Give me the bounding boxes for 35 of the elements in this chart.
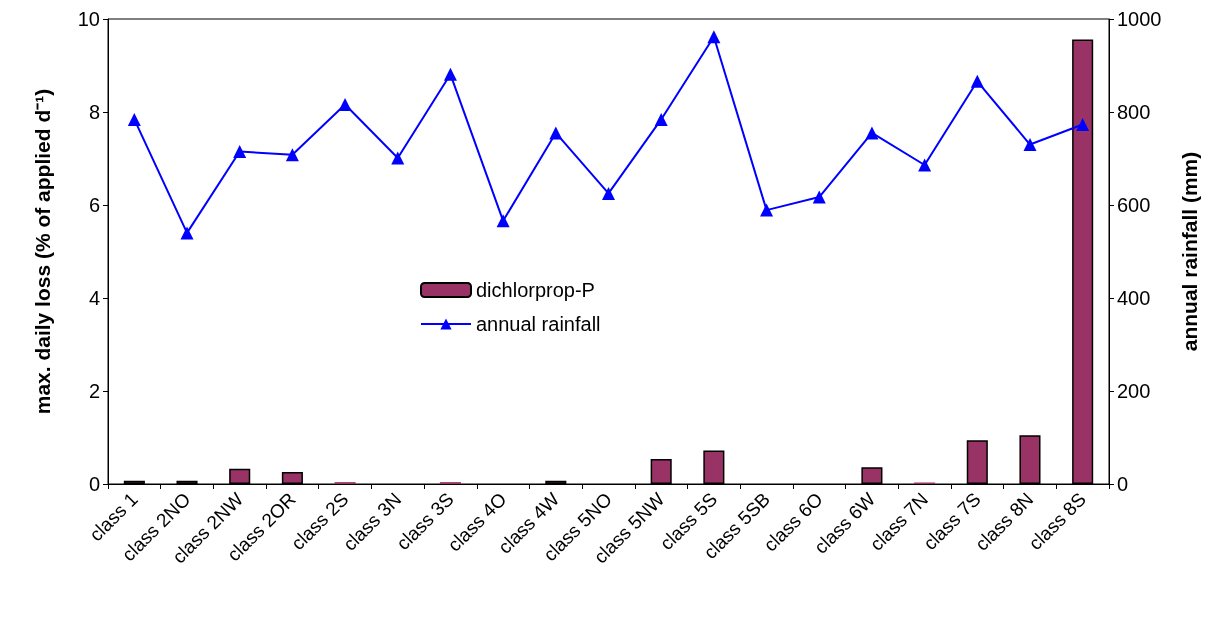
point [285, 148, 299, 162]
y2-tick-label: 800 [1117, 101, 1151, 123]
point [812, 190, 826, 204]
point [707, 30, 721, 44]
point [602, 186, 615, 200]
y-tick-label: 10 [77, 8, 100, 30]
point [180, 226, 194, 240]
point [654, 112, 668, 126]
y-axis-title: max. daily loss (% of applied d⁻¹) [31, 88, 54, 415]
y-tick-label: 0 [88, 473, 100, 495]
y2-tick-label: 200 [1117, 380, 1151, 402]
point [549, 126, 563, 140]
y2-axis-title: annual rainfall (mm) [1178, 151, 1201, 352]
legend-label: dichlorprop-P [476, 279, 595, 301]
y-tick-label: 8 [88, 101, 100, 123]
legend-label: annual rainfall [476, 313, 601, 335]
y2-tick-label: 400 [1117, 287, 1151, 309]
point [443, 67, 457, 81]
y-tick-label: 4 [88, 287, 100, 309]
point [970, 74, 984, 88]
y2-tick-label: 1000 [1117, 8, 1162, 30]
y-tick-label: 2 [88, 380, 100, 402]
y2-tick-label: 600 [1117, 194, 1151, 216]
point [1076, 118, 1090, 132]
point [127, 112, 141, 126]
point [233, 145, 247, 159]
y2-tick-label: 0 [1117, 473, 1129, 495]
point [865, 126, 879, 140]
point [338, 98, 352, 112]
point [918, 158, 932, 172]
point [1023, 138, 1037, 152]
point [391, 151, 405, 165]
point [760, 203, 774, 217]
point [496, 214, 510, 228]
y-tick-label: 6 [88, 194, 100, 216]
